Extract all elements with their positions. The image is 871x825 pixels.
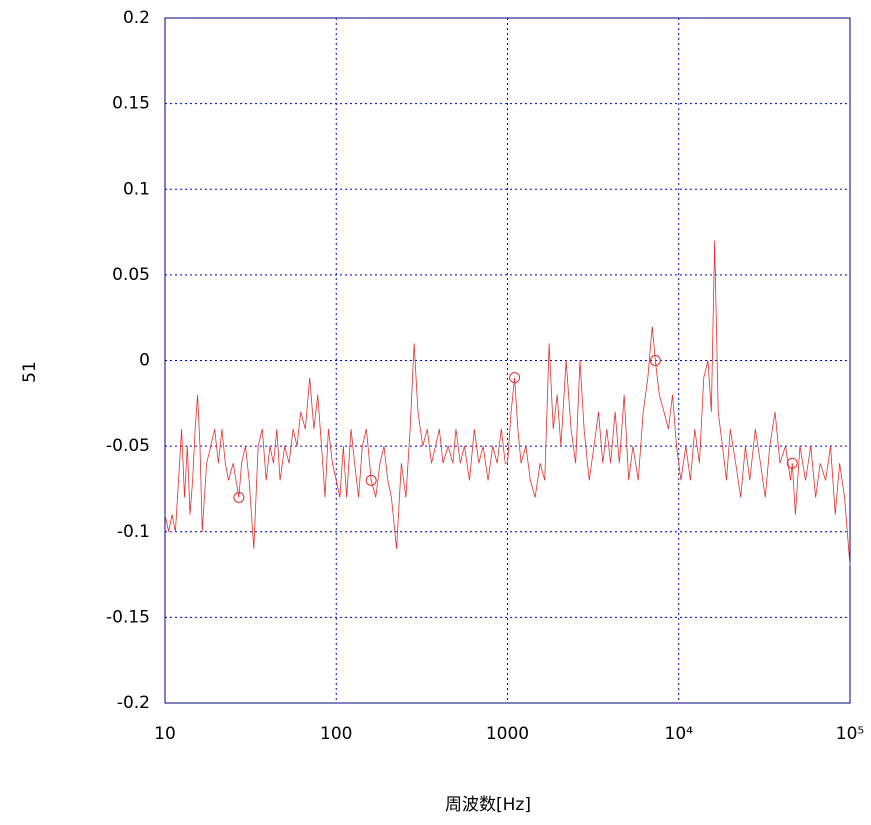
- y-axis-label: 51: [20, 361, 40, 383]
- y-tick-label: 0.05: [112, 265, 150, 285]
- marker: [649, 355, 661, 366]
- y-tick-label: -0.2: [117, 693, 150, 713]
- y-tick-label: 0.2: [123, 8, 150, 28]
- x-tick-label: 10: [154, 724, 176, 744]
- x-axis-label: 周波数[Hz]: [445, 795, 531, 815]
- marker: [365, 474, 377, 486]
- plot-frame: [164, 17, 851, 704]
- y-tick-label: 0: [139, 351, 150, 371]
- marker: [786, 457, 798, 469]
- marker: [509, 372, 521, 384]
- data-line: [164, 240, 851, 567]
- x-tick-label: 100: [320, 724, 352, 744]
- y-tick-label: 0.1: [123, 179, 150, 199]
- y-tick-label: 0.15: [112, 94, 150, 114]
- x-tick-label: 10⁴: [665, 724, 694, 744]
- marker: [233, 492, 245, 503]
- x-tick-label: 1000: [486, 724, 529, 744]
- y-tick-label: -0.05: [106, 436, 150, 456]
- y-tick-label: -0.15: [106, 607, 150, 627]
- y-tick-label: -0.1: [117, 522, 150, 542]
- x-tick-label: 10⁵: [836, 724, 864, 744]
